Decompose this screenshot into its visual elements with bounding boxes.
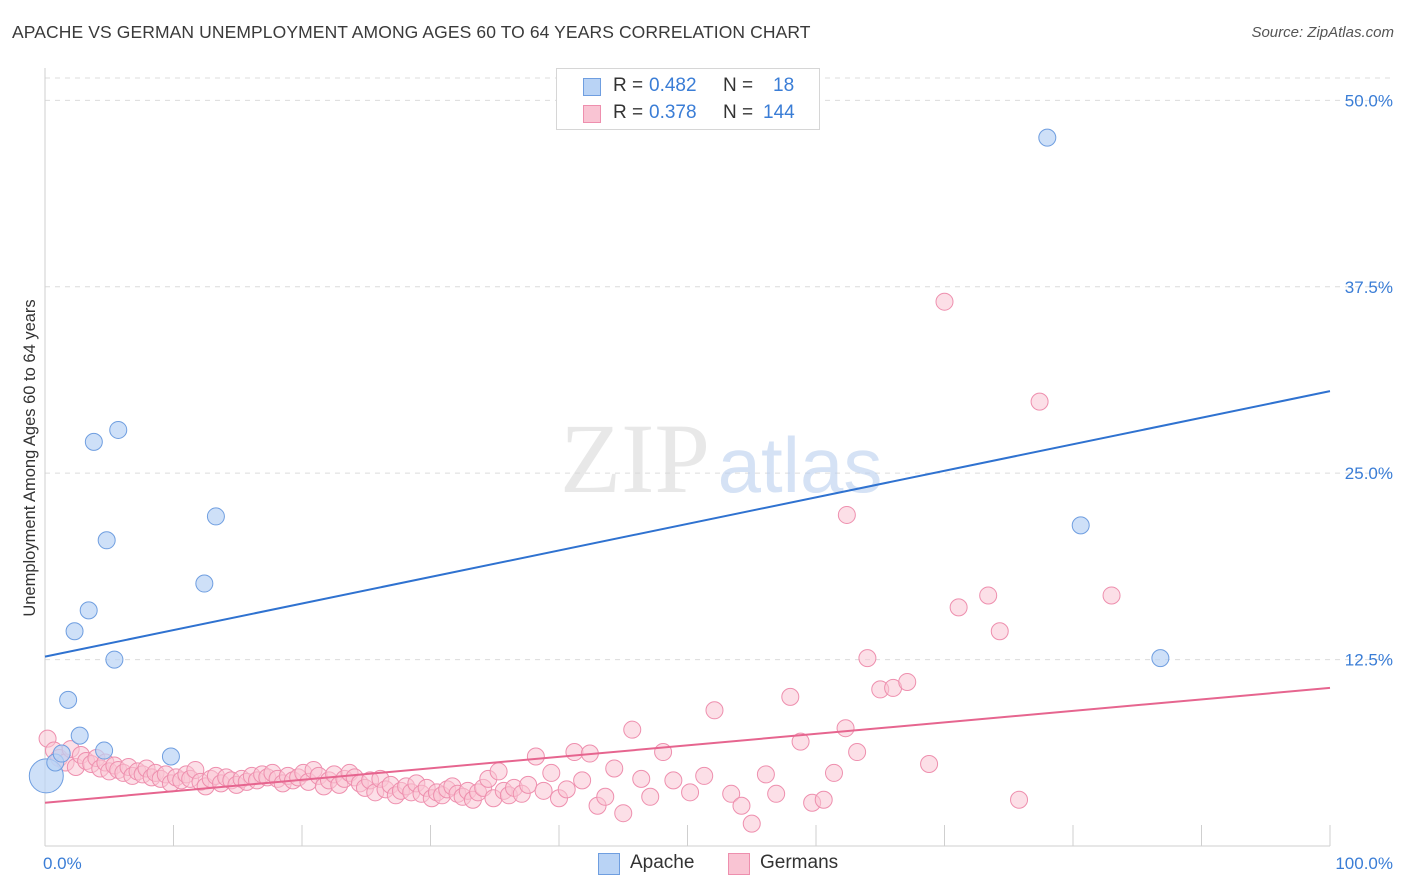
y-tick-label: 50.0% — [1345, 91, 1393, 110]
y-axis-label: Unemployment Among Ages 60 to 64 years — [21, 299, 39, 616]
n-label: N = — [723, 75, 754, 96]
apache-point — [95, 741, 114, 760]
r-label: R = — [613, 75, 644, 96]
germans-point — [664, 771, 683, 790]
legend-row-germans: R = 0.378 N = 144 — [557, 101, 819, 127]
germans-point — [848, 743, 867, 762]
germans-point — [935, 292, 954, 311]
apache-legend-swatch — [598, 853, 620, 875]
watermark-atlas: atlas — [718, 421, 883, 509]
germans-point — [837, 505, 856, 524]
apache-point — [70, 726, 89, 745]
apache-point — [97, 531, 116, 550]
source-label: Source: ZipAtlas.com — [1251, 24, 1394, 41]
apache-point — [161, 747, 180, 766]
germans-point — [681, 783, 700, 802]
germans-point — [742, 814, 761, 833]
germans-point — [814, 790, 833, 809]
y-tick-label: 37.5% — [1345, 278, 1393, 297]
germans-point — [614, 804, 633, 823]
x-tick-label-min: 0.0% — [43, 854, 82, 873]
trend-lines — [44, 390, 1331, 804]
stats-legend: R = 0.482 N = 18 R = 0.378 N = 144 — [556, 68, 820, 130]
germans-point — [858, 649, 877, 668]
germans-point — [732, 796, 751, 815]
legend-row-apache: R = 0.482 N = 18 — [557, 74, 819, 100]
series-germans — [38, 292, 1121, 833]
x-tick-label-max: 100.0% — [1335, 854, 1393, 873]
germans-point — [767, 784, 786, 803]
germans-point — [605, 759, 624, 778]
germans-point — [1010, 790, 1029, 809]
germans-point — [526, 747, 545, 766]
germans-r-value: 0.378 — [649, 102, 697, 123]
germans-n-value: 144 — [763, 102, 795, 123]
germans-point — [542, 763, 561, 782]
axes — [44, 68, 1331, 847]
apache-r-value: 0.482 — [649, 75, 697, 96]
germans-point — [573, 771, 592, 790]
germans-point — [949, 598, 968, 617]
apache-point — [109, 420, 128, 439]
germans-point — [695, 766, 714, 785]
r-label: R = — [613, 102, 644, 123]
apache-point — [79, 601, 98, 620]
germans-point — [722, 784, 741, 803]
watermark-zip: ZIP — [560, 403, 710, 514]
germans-point — [596, 787, 615, 806]
gridlines — [45, 77, 1395, 661]
germans-point — [756, 765, 775, 784]
y-tick-label: 12.5% — [1345, 651, 1393, 670]
germans-point — [1102, 586, 1121, 605]
apache-point — [52, 744, 71, 763]
germans-point — [632, 769, 651, 788]
germans-point — [979, 586, 998, 605]
apache-point — [84, 432, 103, 451]
germans-point — [836, 719, 855, 738]
germans-point — [1030, 392, 1049, 411]
apache-point — [59, 690, 78, 709]
y-tick-labels: 12.5% 25.0% 37.5% 50.0% — [1345, 91, 1393, 669]
germans-point — [623, 720, 642, 739]
germans-point — [824, 763, 843, 782]
apache-point — [1151, 649, 1170, 668]
chart-title: APACHE VS GERMAN UNEMPLOYMENT AMONG AGES… — [12, 22, 811, 42]
germans-point — [898, 672, 917, 691]
germans-legend-label: Germans — [760, 852, 839, 873]
apache-n-value: 18 — [773, 75, 795, 96]
apache-legend-label: Apache — [630, 852, 695, 873]
series-apache — [28, 128, 1170, 794]
germans-point — [534, 781, 553, 800]
germans-point — [565, 743, 584, 762]
germans-legend-swatch — [728, 853, 750, 875]
germans-point — [705, 701, 724, 720]
germans-swatch — [583, 105, 601, 123]
apache-point — [1038, 128, 1057, 147]
apache-point — [105, 650, 124, 669]
apache-point — [65, 622, 84, 641]
germans-point — [781, 687, 800, 706]
germans-point — [519, 775, 538, 794]
germans-point — [990, 622, 1009, 641]
apache-point — [206, 507, 225, 526]
n-label: N = — [723, 102, 754, 123]
germans-point — [641, 787, 660, 806]
germans-point — [920, 754, 939, 773]
apache-point — [195, 574, 214, 593]
germans-point — [489, 762, 508, 781]
apache-point — [1071, 516, 1090, 535]
x-tick-labels: 0.0% 100.0% — [43, 854, 1393, 873]
apache-trend-line — [44, 390, 1331, 658]
germans-trend-line — [44, 686, 1331, 804]
apache-swatch — [583, 78, 601, 96]
y-tick-label: 25.0% — [1345, 464, 1393, 483]
germans-point — [557, 780, 576, 799]
watermark: ZIP atlas — [560, 403, 882, 514]
germans-point — [791, 732, 810, 751]
